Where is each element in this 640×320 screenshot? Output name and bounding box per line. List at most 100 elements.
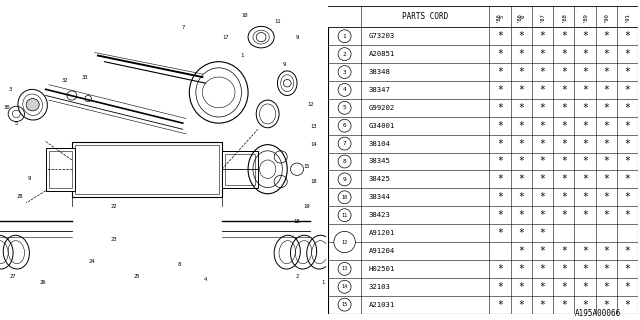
Text: 28: 28 bbox=[17, 194, 23, 199]
Text: *: * bbox=[604, 67, 609, 77]
Text: *: * bbox=[518, 246, 524, 256]
Text: *: * bbox=[540, 300, 545, 310]
Text: *: * bbox=[518, 264, 524, 274]
Text: *: * bbox=[540, 174, 545, 184]
Text: *: * bbox=[540, 103, 545, 113]
Text: *: * bbox=[540, 139, 545, 148]
Text: *: * bbox=[561, 67, 566, 77]
Text: '86
5: '86 5 bbox=[495, 12, 505, 22]
Text: *: * bbox=[540, 67, 545, 77]
Text: *: * bbox=[625, 49, 630, 59]
Text: *: * bbox=[497, 300, 503, 310]
Text: *: * bbox=[497, 139, 503, 148]
Text: *: * bbox=[625, 282, 630, 292]
Text: *: * bbox=[540, 192, 545, 202]
Text: A20851: A20851 bbox=[369, 51, 395, 57]
Text: 9: 9 bbox=[282, 62, 285, 67]
Text: 14: 14 bbox=[342, 284, 348, 289]
Text: 15: 15 bbox=[303, 164, 310, 169]
Text: *: * bbox=[518, 31, 524, 41]
Text: *: * bbox=[540, 121, 545, 131]
Circle shape bbox=[338, 280, 351, 293]
Text: *: * bbox=[582, 49, 588, 59]
Text: *: * bbox=[625, 103, 630, 113]
Text: 17: 17 bbox=[222, 35, 228, 40]
Text: *: * bbox=[561, 31, 566, 41]
Text: *: * bbox=[561, 174, 566, 184]
Text: *: * bbox=[582, 174, 588, 184]
Text: 1: 1 bbox=[240, 53, 243, 58]
Text: 32: 32 bbox=[62, 78, 68, 83]
Text: *: * bbox=[518, 49, 524, 59]
Text: *: * bbox=[561, 49, 566, 59]
Text: G34001: G34001 bbox=[369, 123, 395, 129]
Text: *: * bbox=[604, 282, 609, 292]
Text: 18: 18 bbox=[294, 219, 300, 224]
Text: 15: 15 bbox=[342, 302, 348, 307]
Text: *: * bbox=[540, 85, 545, 95]
Text: 2: 2 bbox=[296, 274, 299, 279]
Circle shape bbox=[338, 48, 351, 60]
Text: *: * bbox=[540, 282, 545, 292]
Text: *: * bbox=[540, 210, 545, 220]
Text: *: * bbox=[582, 139, 588, 148]
Text: '86
6: '86 6 bbox=[516, 12, 526, 22]
Text: *: * bbox=[604, 264, 609, 274]
Text: A91204: A91204 bbox=[369, 248, 395, 254]
Text: *: * bbox=[497, 85, 503, 95]
Text: *: * bbox=[497, 31, 503, 41]
Text: *: * bbox=[497, 192, 503, 202]
Text: *: * bbox=[625, 121, 630, 131]
Text: *: * bbox=[518, 67, 524, 77]
Text: 2: 2 bbox=[342, 52, 346, 57]
Text: *: * bbox=[625, 156, 630, 166]
Text: 12: 12 bbox=[342, 240, 348, 244]
Text: *: * bbox=[561, 264, 566, 274]
Text: *: * bbox=[497, 156, 503, 166]
Text: 7: 7 bbox=[342, 141, 346, 146]
Text: *: * bbox=[518, 174, 524, 184]
Circle shape bbox=[338, 66, 351, 78]
Text: 38344: 38344 bbox=[369, 194, 390, 200]
Text: *: * bbox=[625, 192, 630, 202]
Text: *: * bbox=[518, 228, 524, 238]
Text: *: * bbox=[604, 300, 609, 310]
Text: A195A00066: A195A00066 bbox=[575, 309, 621, 318]
Circle shape bbox=[338, 298, 351, 311]
Circle shape bbox=[338, 173, 351, 186]
Text: 1: 1 bbox=[321, 280, 324, 285]
Text: 4: 4 bbox=[204, 277, 207, 282]
Text: *: * bbox=[561, 139, 566, 148]
Circle shape bbox=[338, 84, 351, 96]
Text: *: * bbox=[625, 85, 630, 95]
Text: *: * bbox=[625, 300, 630, 310]
Text: *: * bbox=[497, 228, 503, 238]
Text: 27: 27 bbox=[10, 274, 16, 279]
Text: *: * bbox=[497, 174, 503, 184]
Text: 32103: 32103 bbox=[369, 284, 390, 290]
Text: *: * bbox=[625, 246, 630, 256]
Text: '89: '89 bbox=[582, 12, 588, 22]
Text: 13: 13 bbox=[342, 266, 348, 271]
Text: *: * bbox=[497, 282, 503, 292]
Text: G73203: G73203 bbox=[369, 33, 395, 39]
Text: *: * bbox=[604, 192, 609, 202]
Text: *: * bbox=[582, 67, 588, 77]
Text: 30: 30 bbox=[3, 105, 10, 110]
Circle shape bbox=[334, 231, 355, 253]
Text: *: * bbox=[625, 210, 630, 220]
Text: *: * bbox=[518, 121, 524, 131]
Text: *: * bbox=[561, 210, 566, 220]
Text: '87: '87 bbox=[540, 12, 545, 22]
Text: *: * bbox=[582, 103, 588, 113]
Text: 8: 8 bbox=[178, 262, 181, 267]
Text: *: * bbox=[518, 210, 524, 220]
FancyBboxPatch shape bbox=[45, 148, 75, 191]
Circle shape bbox=[338, 262, 351, 275]
Text: 12: 12 bbox=[307, 102, 314, 107]
Text: *: * bbox=[540, 49, 545, 59]
Text: *: * bbox=[604, 121, 609, 131]
Text: *: * bbox=[497, 49, 503, 59]
Text: *: * bbox=[518, 156, 524, 166]
Text: *: * bbox=[497, 121, 503, 131]
